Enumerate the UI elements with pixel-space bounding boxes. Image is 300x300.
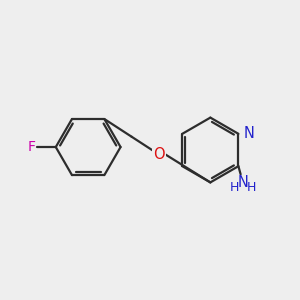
Text: O: O bbox=[153, 147, 165, 162]
Text: F: F bbox=[27, 140, 35, 154]
Text: N: N bbox=[244, 126, 255, 141]
Text: H: H bbox=[246, 181, 256, 194]
Text: H: H bbox=[230, 181, 239, 194]
Text: N: N bbox=[237, 175, 248, 190]
